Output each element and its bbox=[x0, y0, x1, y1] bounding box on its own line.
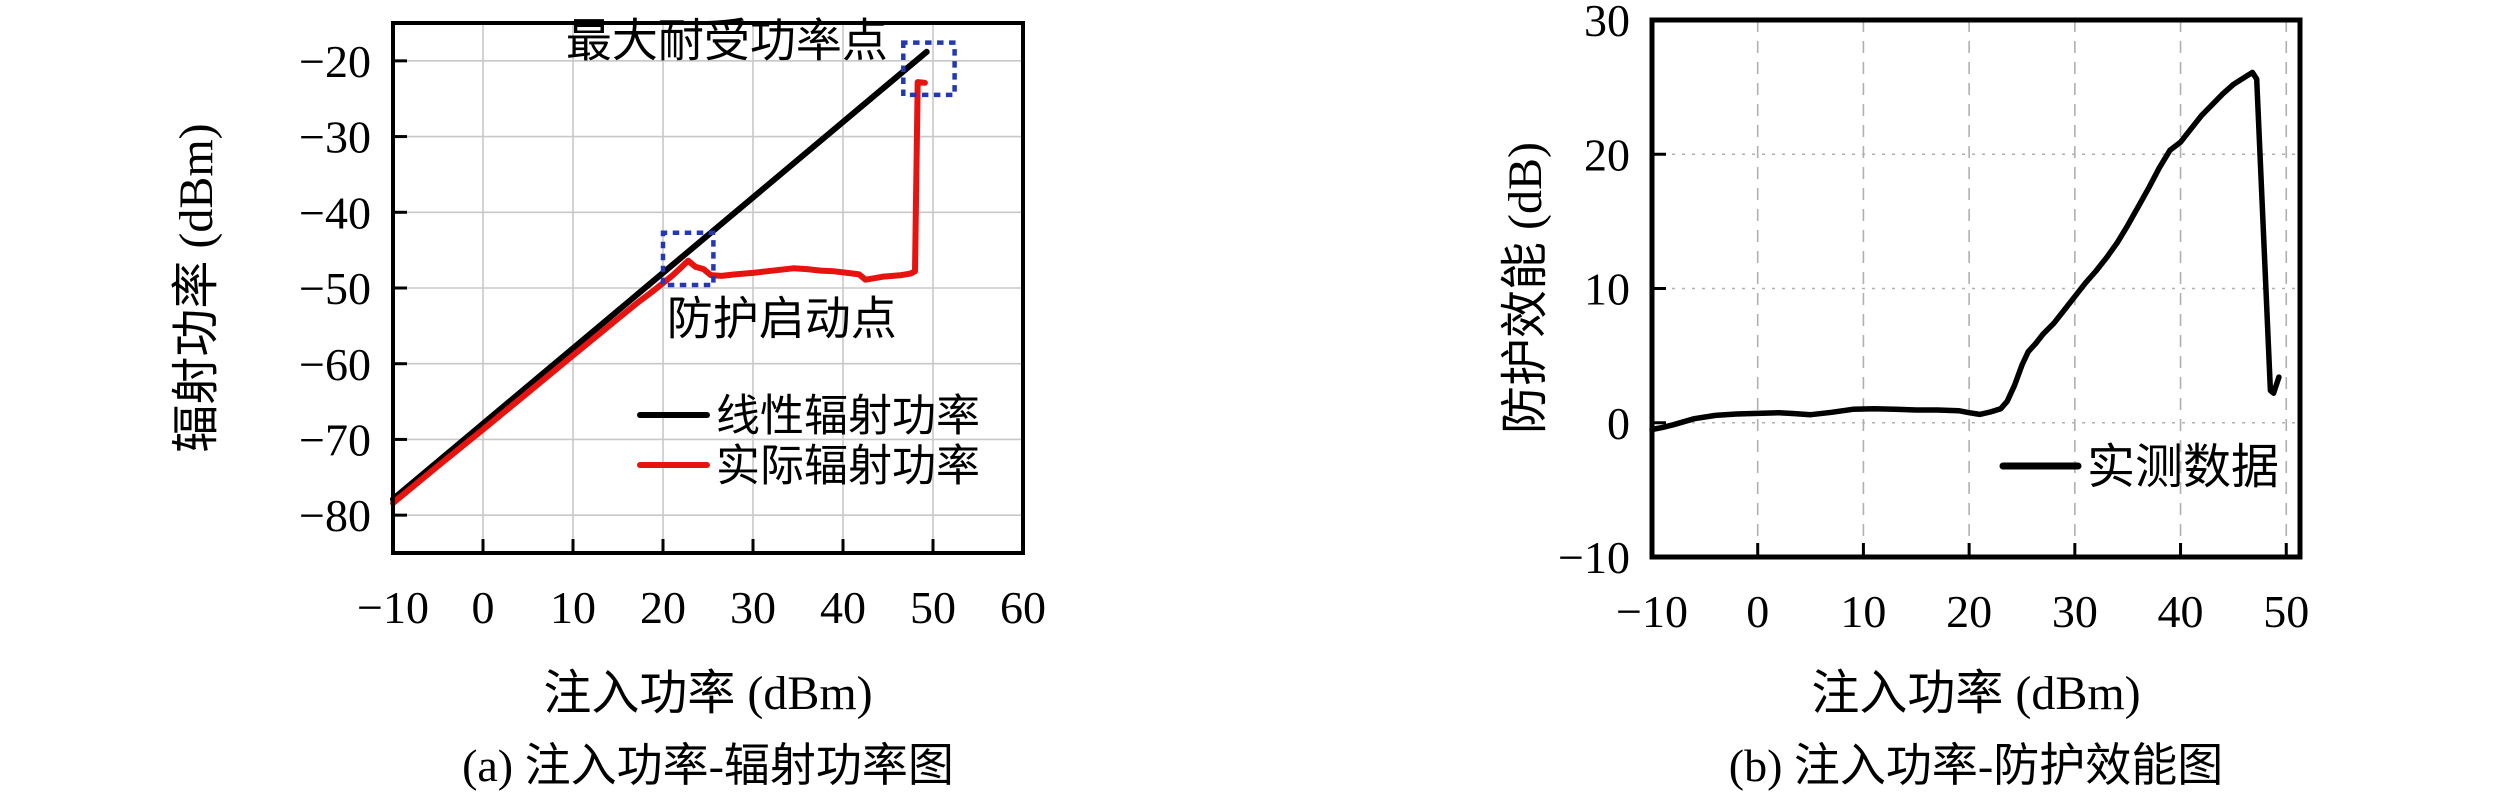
legend-label-0: 实测数据 bbox=[2087, 441, 2279, 494]
chart-b-caption: (b) 注入功率-防护效能图 bbox=[1728, 740, 2224, 791]
protection-start-label: 防护启动点 bbox=[667, 293, 897, 344]
chart-b-x-axis-title: 注入功率 (dBm) bbox=[1811, 667, 2141, 720]
max-tolerable-power-label: 最大耐受功率点 bbox=[566, 16, 888, 67]
series-line-0 bbox=[390, 48, 930, 503]
x-tick-label: −10 bbox=[357, 582, 429, 633]
x-tick-label: 20 bbox=[1946, 586, 1992, 637]
y-tick-label: −20 bbox=[299, 36, 371, 87]
y-tick-label: 30 bbox=[1584, 0, 1630, 46]
y-tick-label: 20 bbox=[1584, 129, 1630, 180]
chart-b-y-axis-title: 防护效能 (dB) bbox=[1499, 142, 1552, 434]
x-tick-label: 60 bbox=[1000, 582, 1046, 633]
x-tick-label: 20 bbox=[640, 582, 686, 633]
y-tick-label: 10 bbox=[1584, 264, 1630, 315]
chart-a-x-axis-title: 注入功率 (dBm) bbox=[543, 667, 873, 720]
y-tick-label: −80 bbox=[299, 490, 371, 541]
x-tick-label: 30 bbox=[2052, 586, 2098, 637]
x-tick-label: 0 bbox=[1746, 586, 1769, 637]
x-tick-label: 40 bbox=[2158, 586, 2204, 637]
x-tick-label: 50 bbox=[2263, 586, 2309, 637]
chart-a: −10 0 10 20 30 40 50 60 −20 −30 −40 −50 −60 −70 −80 最大耐… bbox=[299, 16, 1046, 633]
chart-b: −10 0 10 20 30 40 50 30 20 10 0 −10 实测数据 bbox=[1558, 0, 2309, 637]
y-tick-label: −70 bbox=[299, 415, 371, 466]
chart-a-caption: (a) 注入功率-辐射功率图 bbox=[462, 740, 954, 791]
y-tick-label: 0 bbox=[1607, 398, 1630, 449]
legend-label-0: 线性辐射功率 bbox=[716, 391, 980, 440]
x-tick-label: −10 bbox=[1616, 586, 1688, 637]
x-tick-label: 10 bbox=[1840, 586, 1886, 637]
series-line-0 bbox=[1649, 69, 2282, 433]
y-tick-label: −30 bbox=[299, 112, 371, 163]
chart-a-y-axis-title: 辐射功率 (dBm) bbox=[170, 123, 223, 453]
legend-label-1: 实际辐射功率 bbox=[716, 441, 980, 490]
y-tick-label: −50 bbox=[299, 263, 371, 314]
y-tick-label: −40 bbox=[299, 187, 371, 238]
x-tick-label: 40 bbox=[820, 582, 866, 633]
x-tick-label: 0 bbox=[472, 582, 495, 633]
x-tick-label: 30 bbox=[730, 582, 776, 633]
x-tick-label: 10 bbox=[550, 582, 596, 633]
x-tick-label: 50 bbox=[910, 582, 956, 633]
protection-start-point-box bbox=[660, 230, 716, 288]
series-line-1 bbox=[390, 79, 928, 506]
y-tick-label: −10 bbox=[1558, 532, 1630, 583]
max-tolerable-power-point-box bbox=[901, 40, 957, 98]
y-tick-label: −60 bbox=[299, 339, 371, 390]
